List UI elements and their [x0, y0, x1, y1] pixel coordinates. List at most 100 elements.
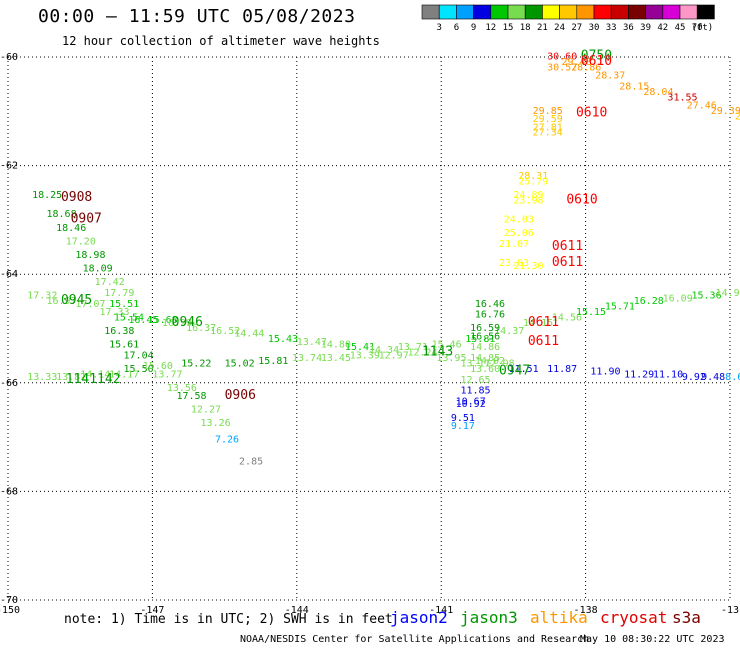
wave-height-label: 29.59 — [533, 114, 563, 125]
wave-height-label: 16.52 — [210, 326, 240, 337]
wave-height-label: 16.99 — [162, 318, 192, 329]
wave-height-label: 15.50 — [124, 364, 154, 375]
time-label: 0611 — [552, 255, 583, 270]
wave-height-label: 15.54 — [114, 312, 144, 323]
time-label: 0946 — [172, 315, 203, 330]
chart-subtitle: 12 hour collection of altimeter wave hei… — [62, 34, 380, 48]
wave-height-label: 28.37 — [595, 71, 625, 82]
wave-height-label: 17.79 — [104, 288, 134, 299]
time-label: 0906 — [225, 388, 256, 403]
time-label: 0611 — [552, 239, 583, 254]
wave-height-label: 14.56 — [552, 312, 582, 323]
color-scale-label: 15 — [503, 23, 514, 33]
time-label: 0611 — [528, 315, 559, 330]
wave-height-label: 12.65 — [460, 375, 490, 386]
wave-height-label: 16.46 — [475, 299, 505, 310]
wave-height-label: 16.45 — [128, 315, 158, 326]
wave-height-label: 18.46 — [56, 223, 86, 234]
wave-height-label: 15.61 — [109, 340, 139, 351]
color-scale-label: 45 — [675, 23, 686, 33]
wave-height-label: 11.87 — [547, 364, 577, 375]
axis-ticks: -150 -147 -144 -141 -138 -13 -60 -62 -64 -66 -68 -7… — [0, 52, 739, 616]
satellite-cryosat: cryosat — [600, 608, 668, 627]
wave-height-label: 29.39 — [711, 106, 740, 117]
wave-height-label: 14.15 — [523, 318, 553, 329]
wave-height-label: 28.15 — [619, 82, 649, 93]
y-tick-label: -68 — [0, 486, 18, 497]
color-scale-swatch — [559, 4, 578, 20]
color-scale-swatch — [696, 4, 715, 20]
wave-height-label: 14.02 — [475, 356, 505, 367]
wave-height-label: 14.86 — [470, 342, 500, 353]
color-scale-label: 36 — [623, 23, 634, 33]
color-scale-swatch — [542, 4, 560, 20]
x-tick-label: -138 — [574, 605, 598, 616]
wave-height-label: 13.95 — [436, 353, 466, 364]
wave-height-label: 13.47 — [297, 337, 327, 348]
color-scale-label: 39 — [640, 23, 651, 33]
wave-height-label: 16.38 — [104, 326, 134, 337]
y-tick-label: -70 — [0, 595, 18, 606]
wave-height-label: 13.26 — [201, 418, 231, 429]
wave-height-label: 16.56 — [470, 331, 500, 342]
wave-height-label: 12.97 — [379, 350, 409, 361]
y-tick-label: -60 — [0, 52, 18, 63]
color-scale-legend: 3 6 9 12 15 18 21 24 27 30 33 36 39 42 45 70(ft) — [421, 4, 715, 33]
color-scale-swatch — [421, 4, 440, 20]
color-scale-label: 70 — [692, 23, 703, 33]
wave-height-label: 13.77 — [152, 369, 182, 380]
wave-height-label: 14.34 — [369, 345, 399, 356]
color-scale-label: 18 — [520, 23, 531, 33]
time-label: 1143 — [422, 345, 453, 360]
wave-height-label: 15.81 — [465, 334, 495, 345]
wave-height-label: 17.58 — [176, 391, 206, 402]
wave-height-label: 13.71 — [398, 342, 428, 353]
color-scale-swatch — [576, 4, 595, 20]
wave-height-label: 18.25 — [32, 190, 62, 201]
color-scale-label: 6 — [454, 23, 459, 33]
wave-height-label: 13.74 — [292, 353, 322, 364]
wave-height-label: 17.32 — [27, 291, 57, 302]
wave-height-label: 15.51 — [109, 299, 139, 310]
time-label: 0611 — [528, 334, 559, 349]
wave-height-label: 25.79 — [518, 177, 548, 188]
wave-height-label: 28.86 — [571, 63, 601, 74]
chart-title: 00:00 – 11:59 UTC 05/08/2023 — [38, 6, 356, 27]
wave-height-label: 11.29 — [624, 369, 654, 380]
y-tick-label: -62 — [0, 161, 18, 172]
color-scale-label: 9 — [471, 23, 476, 33]
color-scale-swatch — [524, 4, 543, 20]
wave-height-label: 31.55 — [667, 92, 697, 103]
wave-height-label: 9.92 — [682, 372, 706, 383]
generated-timestamp: May 10 08:30:22 UTC 2023 — [580, 634, 725, 645]
time-label: 0945 — [61, 293, 92, 308]
color-scale-swatch — [438, 4, 457, 20]
wave-height-label: 13.56 — [167, 383, 197, 394]
wave-height-label: 26.59 — [735, 111, 740, 122]
color-scale-swatch — [473, 4, 492, 20]
wave-height-label: 13.60 — [470, 364, 500, 375]
wave-height-label: 27.34 — [533, 128, 563, 139]
wave-height-label: 15.15 — [576, 307, 606, 318]
satellite-altika: altika — [530, 608, 588, 627]
wave-height-label: 17.04 — [124, 350, 154, 361]
color-scale-swatch — [610, 4, 629, 20]
wave-height-label: 13.45 — [321, 353, 351, 364]
wave-height-label: 11.85 — [460, 386, 490, 397]
wave-height-label: 16.76 — [475, 310, 505, 321]
footnote: note: 1) Time is in UTC; 2) SWH is in fe… — [64, 612, 393, 627]
color-scale-label: 27 — [571, 23, 582, 33]
wave-height-label: 14.94 — [716, 288, 740, 299]
wave-height-label: 13.17 — [460, 359, 490, 370]
time-label: 0750 — [581, 49, 612, 64]
wave-height-label: 14.80 — [321, 340, 351, 351]
wave-height-label: 17.42 — [95, 277, 125, 288]
time-label: 1141142 — [66, 372, 121, 387]
color-scale-swatch — [679, 4, 698, 20]
color-scale-swatch — [456, 4, 474, 20]
wave-height-label: 14.17 — [109, 369, 139, 380]
wave-height-label: 18.98 — [75, 250, 105, 261]
wave-height-label: 14.14 — [80, 369, 110, 380]
wave-height-label: 15.71 — [605, 301, 635, 312]
